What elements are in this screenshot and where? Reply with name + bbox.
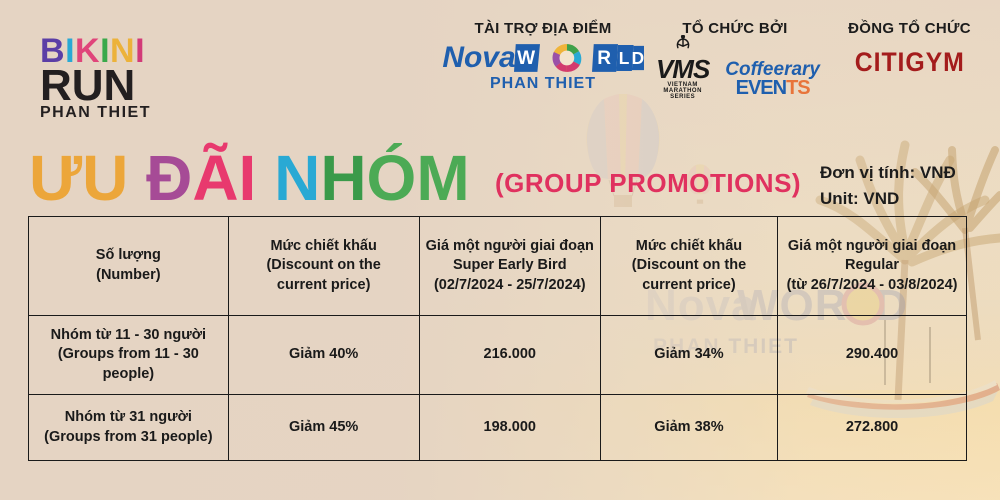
- svg-text:L: L: [618, 48, 629, 68]
- svg-text:W: W: [517, 48, 535, 69]
- svg-text:R: R: [597, 48, 611, 69]
- svg-text:D: D: [631, 48, 643, 68]
